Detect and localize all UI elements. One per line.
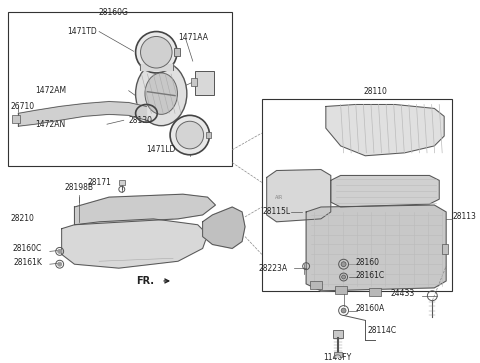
Text: 28160G: 28160G <box>99 8 129 17</box>
Ellipse shape <box>170 115 210 155</box>
Bar <box>333 330 343 338</box>
Bar <box>174 48 180 56</box>
Bar <box>442 245 448 254</box>
Bar <box>310 281 322 289</box>
Circle shape <box>314 283 318 287</box>
Text: AIR: AIR <box>275 195 283 200</box>
Polygon shape <box>18 102 146 126</box>
Circle shape <box>339 288 343 292</box>
Bar <box>369 288 381 296</box>
Text: 28160C: 28160C <box>12 244 42 253</box>
Text: 1472AM: 1472AM <box>35 86 66 95</box>
Text: 28161C: 28161C <box>355 270 384 280</box>
Polygon shape <box>267 170 331 222</box>
Bar <box>335 286 347 294</box>
Bar <box>334 352 342 357</box>
Text: 28110: 28110 <box>363 87 387 95</box>
Text: 28160A: 28160A <box>355 304 384 313</box>
Circle shape <box>373 290 377 294</box>
Bar <box>9 12 232 166</box>
Ellipse shape <box>135 62 187 126</box>
Circle shape <box>58 249 61 253</box>
Text: 28113: 28113 <box>452 212 476 221</box>
Text: 28161K: 28161K <box>13 258 42 267</box>
Ellipse shape <box>145 73 178 114</box>
Polygon shape <box>74 194 216 225</box>
Text: 1140FY: 1140FY <box>324 353 352 362</box>
Polygon shape <box>306 205 446 291</box>
Ellipse shape <box>176 121 204 149</box>
Circle shape <box>341 262 346 267</box>
Circle shape <box>341 308 346 313</box>
FancyBboxPatch shape <box>195 71 215 95</box>
Text: 26710: 26710 <box>11 102 35 111</box>
Circle shape <box>342 275 346 279</box>
Bar <box>119 180 125 185</box>
Text: 28210: 28210 <box>11 214 34 223</box>
Text: 28115L: 28115L <box>263 207 291 216</box>
Text: 28114C: 28114C <box>367 326 396 335</box>
Bar <box>12 115 20 123</box>
Text: 28171: 28171 <box>87 178 111 187</box>
Text: 28130: 28130 <box>129 116 153 125</box>
Ellipse shape <box>141 36 172 68</box>
Polygon shape <box>61 219 207 268</box>
Bar <box>191 78 197 86</box>
Polygon shape <box>203 207 245 248</box>
Text: 24433: 24433 <box>390 289 415 298</box>
Ellipse shape <box>335 355 341 359</box>
Ellipse shape <box>135 32 177 73</box>
Text: 1471AA: 1471AA <box>178 33 208 42</box>
Bar <box>262 99 452 291</box>
Text: 1471LD: 1471LD <box>146 145 176 154</box>
Polygon shape <box>326 105 444 156</box>
Text: FR.: FR. <box>137 276 155 286</box>
Polygon shape <box>331 175 439 207</box>
Text: 1472AN: 1472AN <box>35 120 65 129</box>
Text: 28223A: 28223A <box>259 264 288 273</box>
Text: 28198B: 28198B <box>65 183 94 192</box>
Text: 1471TD: 1471TD <box>68 27 97 36</box>
Text: 28160: 28160 <box>355 258 379 267</box>
Circle shape <box>58 262 61 266</box>
Bar <box>205 132 211 138</box>
